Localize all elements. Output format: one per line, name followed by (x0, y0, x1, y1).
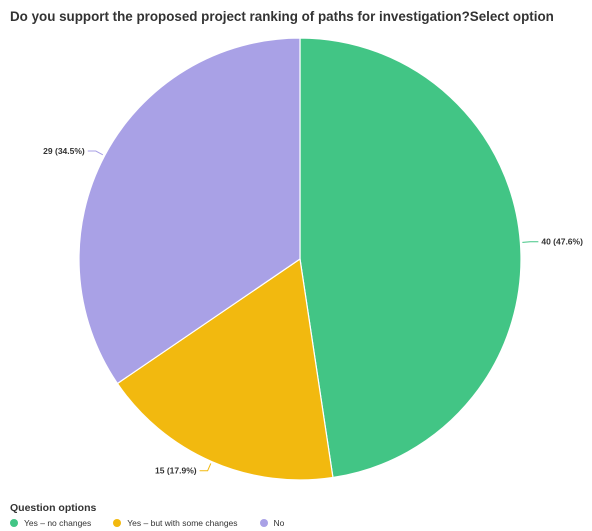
legend-swatch-yes-some-changes (113, 519, 122, 527)
legend-item-no[interactable]: No (259, 518, 285, 528)
pie-slice-no[interactable] (78, 37, 301, 385)
legend-title: Question options (10, 502, 97, 514)
chart-title: Do you support the proposed project rank… (10, 9, 554, 24)
slice-label-yes-no-changes: 40 (47.6%) (541, 237, 583, 247)
legend-label-yes-no-changes: Yes – no changes (24, 518, 92, 528)
legend-swatch-no (259, 519, 268, 527)
legend-label-no: No (273, 518, 285, 528)
legend-item-yes-some-changes[interactable]: Yes – but with some changes (113, 518, 238, 528)
pie-slices (78, 37, 522, 481)
legend-swatch-yes-no-changes (10, 519, 18, 527)
pie-slice-yes-no-changes[interactable] (299, 37, 522, 479)
leader-line-no (87, 150, 104, 156)
pie-labels: 40 (47.6%) 15 (17.9%) 29 (34.5%) (43, 146, 583, 476)
pie-slice-yes-some-changes[interactable] (116, 257, 334, 481)
legend-item-yes-no-changes[interactable]: Yes – no changes (10, 518, 91, 528)
leader-line-yes-some-changes (199, 463, 212, 472)
slice-label-no: 29 (34.5%) (43, 146, 85, 156)
legend-items: Yes – no changes Yes – but with some cha… (10, 518, 284, 528)
leader-line-yes-no-changes (522, 241, 539, 243)
slice-label-yes-some-changes: 15 (17.9%) (155, 466, 197, 476)
pie-chart: 40 (47.6%) 15 (17.9%) 29 (34.5%) (43, 37, 583, 481)
legend: Question options Yes – no changes Yes – … (10, 502, 284, 528)
legend-label-yes-some-changes: Yes – but with some changes (127, 518, 238, 528)
